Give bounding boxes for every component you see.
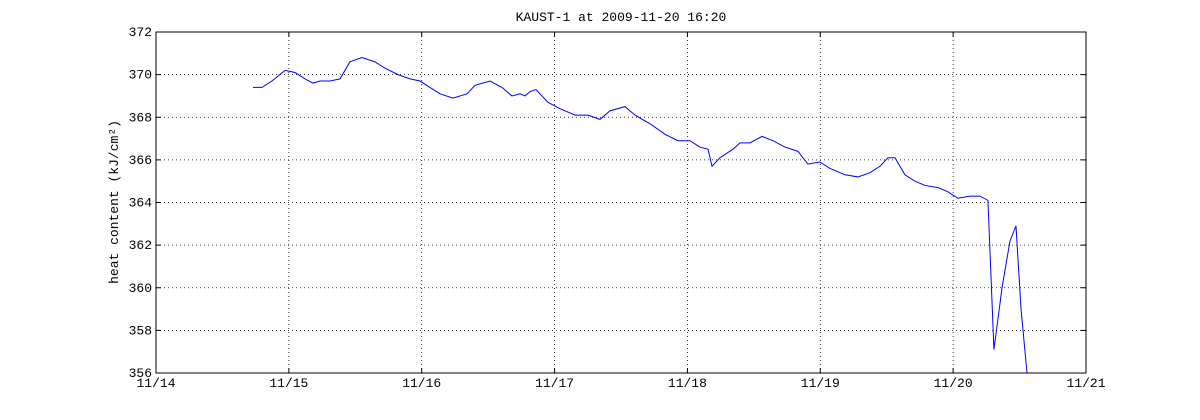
y-tick-label: 366 bbox=[129, 153, 152, 168]
chart-title: KAUST-1 at 2009-11-20 16:20 bbox=[516, 10, 727, 25]
y-tick-label: 362 bbox=[129, 238, 152, 253]
x-tick-label: 11/15 bbox=[269, 376, 308, 391]
y-tick-label: 360 bbox=[129, 281, 152, 296]
y-tick-label: 364 bbox=[129, 196, 153, 211]
x-tick-label: 11/14 bbox=[136, 376, 175, 391]
x-tick-label: 11/19 bbox=[801, 376, 840, 391]
axes-box bbox=[155, 31, 1087, 374]
data-line bbox=[252, 57, 1028, 373]
x-tick-label: 11/18 bbox=[668, 376, 707, 391]
x-tick-label: 11/20 bbox=[934, 376, 973, 391]
y-tick-label: 356 bbox=[129, 366, 152, 381]
y-tick-label: 358 bbox=[129, 323, 152, 338]
y-tick-label: 372 bbox=[129, 25, 152, 40]
x-tick-label: 11/16 bbox=[402, 376, 441, 391]
y-tick-label: 368 bbox=[129, 110, 152, 125]
y-axis-label: heat content (kJ/cm²) bbox=[107, 120, 122, 284]
x-tick-label: 11/21 bbox=[1066, 376, 1105, 391]
y-tick-label: 370 bbox=[129, 68, 152, 83]
x-tick-label: 11/17 bbox=[535, 376, 574, 391]
